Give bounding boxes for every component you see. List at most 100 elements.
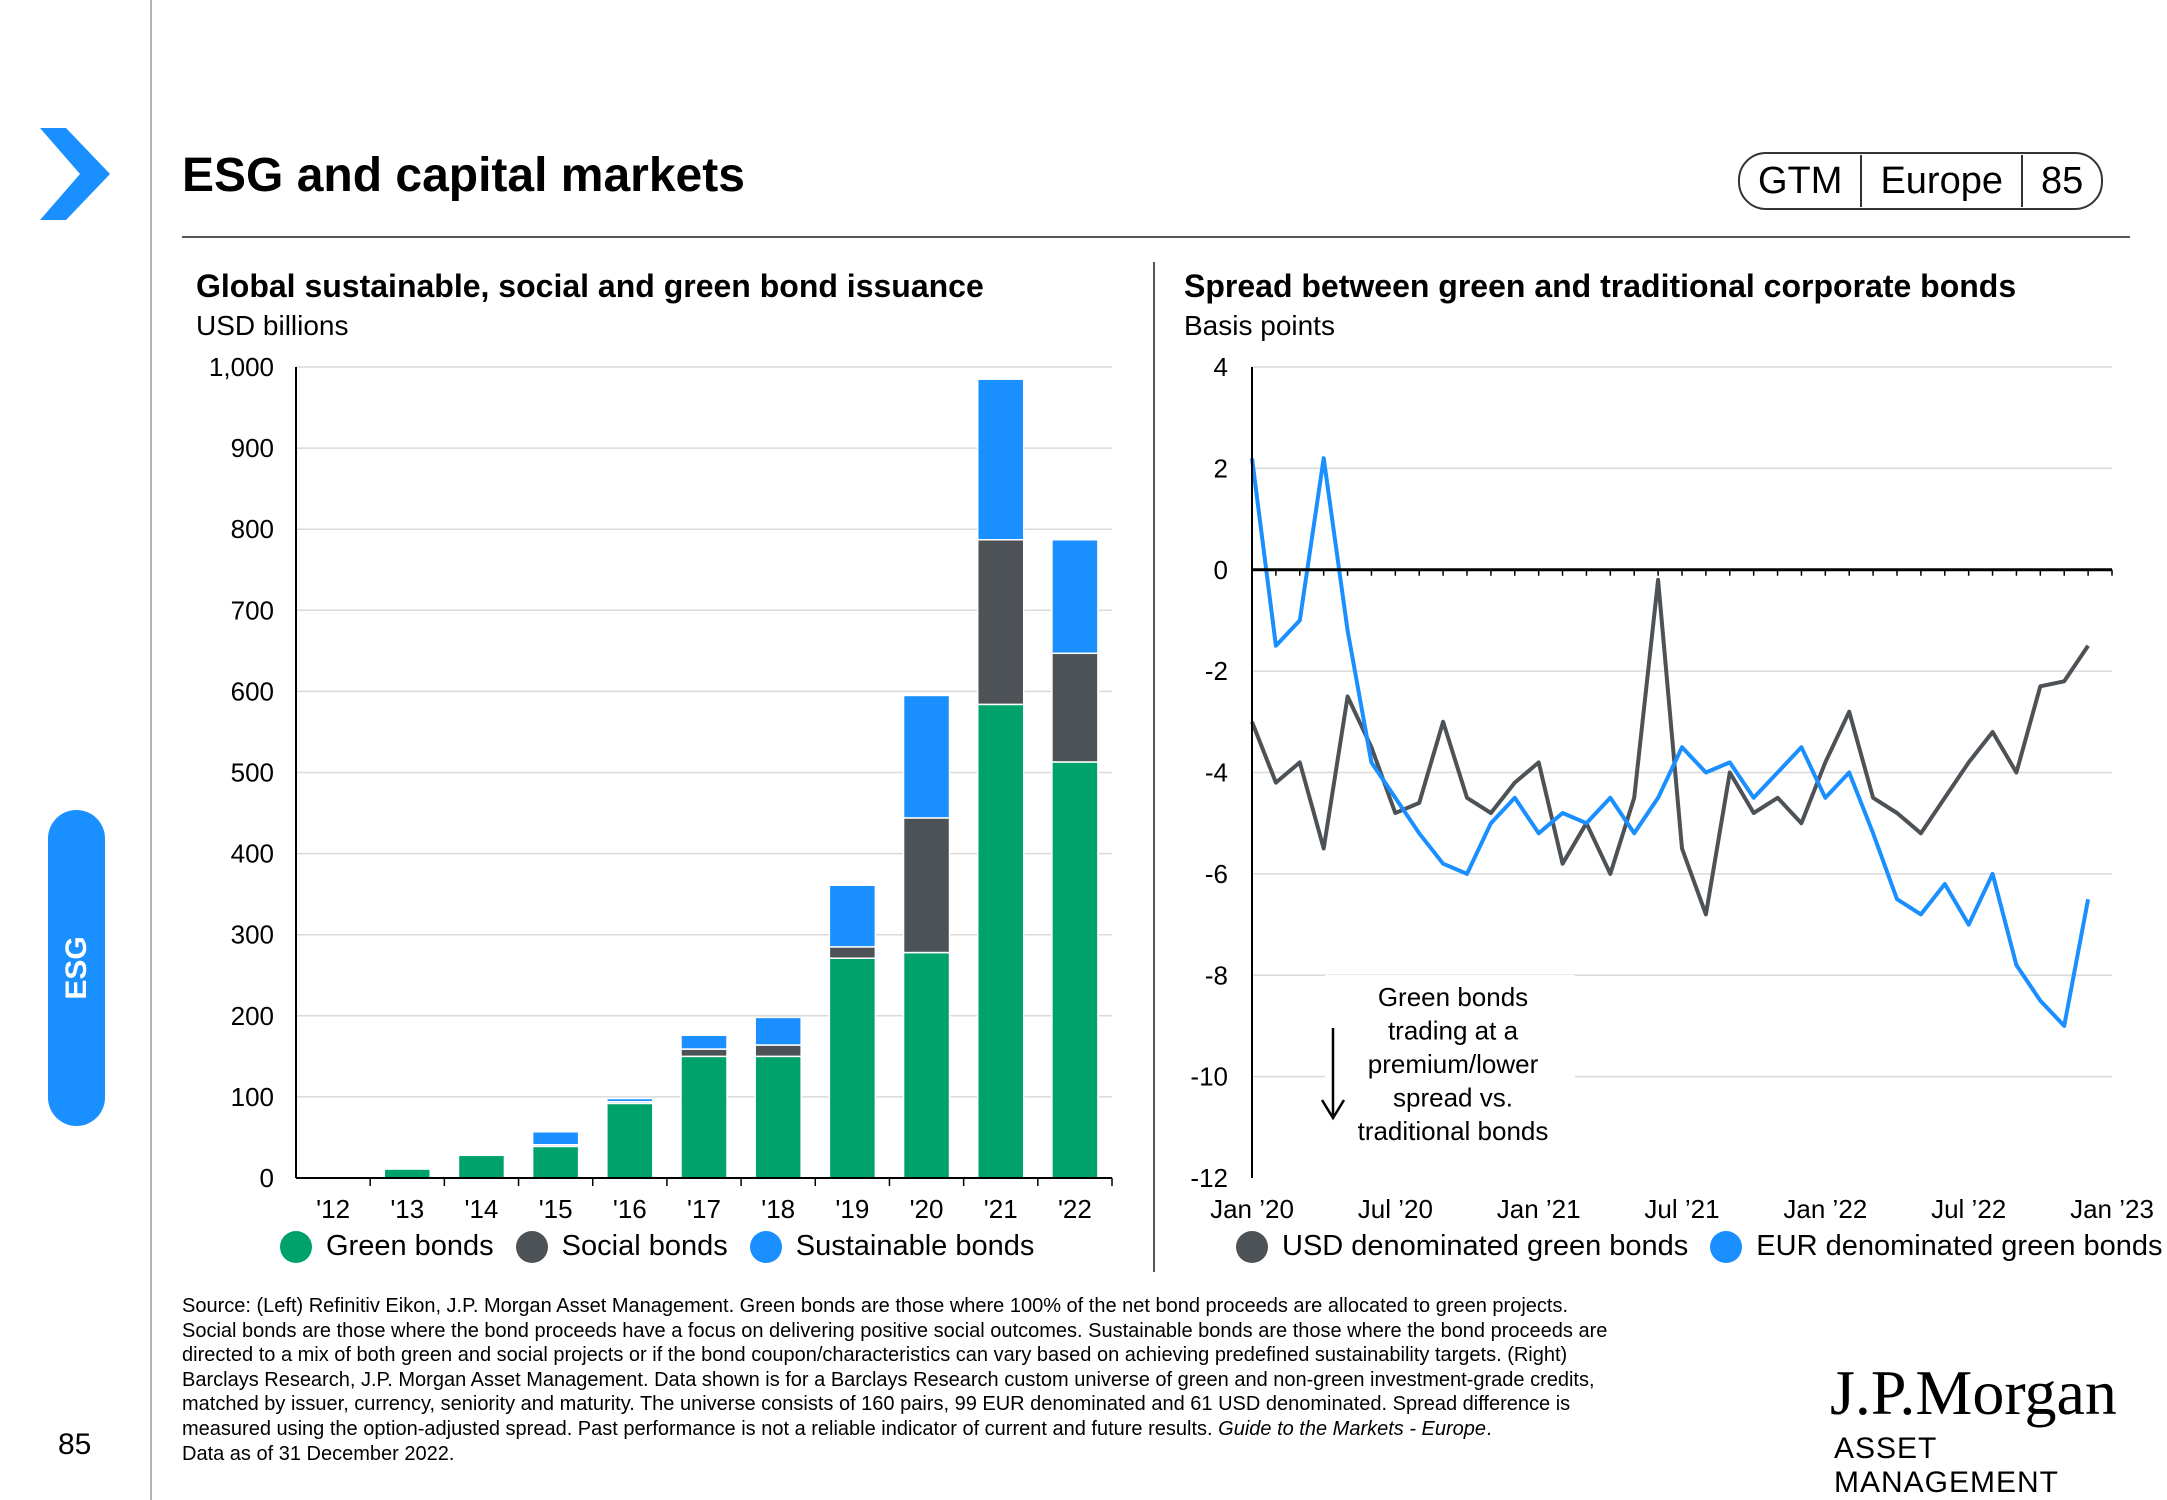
- y-tick-label: -2: [1205, 656, 1228, 686]
- annotation-backdrop: [1325, 975, 1575, 1145]
- y-tick-label: -8: [1205, 960, 1228, 990]
- left-chart-subtitle: USD billions: [196, 310, 349, 341]
- annotation-line: spread vs.: [1393, 1083, 1513, 1113]
- x-tick-label: '21: [984, 1194, 1018, 1224]
- legend-item-usd: USD denominated green bonds: [1236, 1230, 1688, 1263]
- legend-item-social-bonds: Social bonds: [515, 1230, 728, 1263]
- legend-label: Sustainable bonds: [795, 1230, 1035, 1262]
- bar-segment: [531, 1131, 580, 1146]
- annotation-line: traditional bonds: [1358, 1116, 1549, 1146]
- legend-item-sustainable-bonds: Sustainable bonds: [749, 1230, 1035, 1263]
- esg-section-tab[interactable]: ESG: [48, 810, 105, 1126]
- bar-segment: [680, 1034, 728, 1050]
- source-line: Barclays Research, J.P. Morgan Asset Man…: [182, 1368, 1595, 1391]
- x-tick-label: Jan ’22: [1783, 1194, 1867, 1224]
- annotation-line: Green bonds: [1378, 982, 1528, 1012]
- y-tick-label: 600: [231, 676, 274, 706]
- y-tick-label: -6: [1205, 859, 1228, 889]
- bar-segment: [1051, 538, 1099, 655]
- y-tick-label: 700: [231, 595, 274, 625]
- y-tick-label: -12: [1190, 1163, 1228, 1193]
- legend-label: USD denominated green bonds: [1282, 1230, 1689, 1262]
- x-tick-label: Jul ’21: [1644, 1194, 1719, 1224]
- bar-segment: [828, 957, 877, 1179]
- jpmorgan-logo: J.P.Morgan: [1830, 1357, 2117, 1428]
- y-tick-label: -10: [1190, 1062, 1228, 1092]
- y-tick-label: -4: [1205, 758, 1228, 788]
- y-tick-label: 500: [231, 758, 274, 788]
- annotation-line: premium/lower: [1368, 1049, 1539, 1079]
- source-line: Source: (Left) Refinitiv Eikon, J.P. Mor…: [182, 1295, 1568, 1317]
- legend-item-eur: EUR denominated green bonds: [1710, 1230, 2163, 1263]
- bar-segment: [976, 538, 1025, 706]
- right-chart-subtitle: Basis points: [1184, 310, 1335, 341]
- x-tick-label: '15: [539, 1194, 573, 1224]
- guide-badge-page: 85: [2020, 155, 2101, 207]
- x-tick-label: Jan ’21: [1497, 1194, 1581, 1224]
- y-tick-label: 0: [260, 1163, 274, 1193]
- legend-swatch-sustainable: [749, 1230, 782, 1263]
- source-line: Social bonds are those where the bond pr…: [182, 1319, 1608, 1342]
- y-tick-label: 800: [231, 514, 274, 544]
- bar-segment: [754, 1055, 802, 1179]
- series-line: [1250, 577, 2090, 917]
- x-tick-label: Jan ’20: [1210, 1194, 1294, 1224]
- y-tick-label: 1,000: [209, 352, 274, 382]
- x-tick-label: '16: [613, 1194, 647, 1224]
- legend-swatch-eur: [1710, 1230, 1743, 1263]
- bar-segment: [976, 378, 1025, 541]
- bar-segment: [976, 703, 1025, 1179]
- legend-label: EUR denominated green bonds: [1756, 1230, 2163, 1262]
- source-line-last: measured using the option-adjusted sprea…: [182, 1417, 1792, 1442]
- header-divider: [182, 236, 2130, 238]
- bar-segment: [902, 694, 951, 819]
- x-tick-label: '12: [316, 1194, 350, 1224]
- x-tick-label: '22: [1058, 1194, 1092, 1224]
- x-tick-label: Jul ’20: [1358, 1194, 1433, 1224]
- y-tick-label: 0: [1214, 555, 1228, 585]
- right-chart-title: Spread between green and traditional cor…: [1184, 268, 2017, 304]
- y-tick-label: 300: [231, 920, 274, 950]
- legend-swatch-green: [280, 1230, 312, 1263]
- legend-swatch-usd: [1236, 1230, 1268, 1263]
- legend-item-green-bonds: Green bonds: [280, 1230, 494, 1263]
- legend-label: Social bonds: [561, 1230, 728, 1262]
- x-tick-label: '19: [835, 1194, 869, 1224]
- chevron-right-icon: [40, 128, 110, 220]
- left-chart-legend: Green bonds Social bonds Sustainable bon…: [280, 1230, 1056, 1263]
- left-chart-title: Global sustainable, social and green bon…: [196, 268, 984, 304]
- legend-swatch-social: [515, 1230, 548, 1263]
- source-text: measured using the option-adjusted sprea…: [182, 1417, 1219, 1440]
- page-number: 85: [58, 1428, 92, 1461]
- y-tick-label: 200: [231, 1001, 274, 1031]
- y-tick-label: 400: [231, 839, 274, 869]
- x-tick-label: Jan ’23: [2070, 1194, 2154, 1224]
- source-line: directed to a mix of both green and soci…: [182, 1344, 1568, 1367]
- guide-badge-gtm: GTM: [1758, 160, 1843, 202]
- x-tick-label: Jul ’22: [1931, 1194, 2006, 1224]
- source-line: matched by issuer, currency, seniority a…: [182, 1393, 1571, 1416]
- data-as-of: Data as of 31 December 2022.: [182, 1442, 455, 1465]
- y-tick-label: 2: [1214, 453, 1228, 483]
- bar-segment: [828, 884, 877, 948]
- left-margin-rule: [150, 0, 152, 1500]
- bar-segment: [754, 1016, 802, 1046]
- guide-badge-region: Europe: [1860, 155, 2021, 207]
- bar-segment: [606, 1097, 654, 1103]
- legend-label: Green bonds: [326, 1230, 494, 1262]
- source-guide-title: Guide to the Markets - Europe: [1218, 1417, 1487, 1440]
- y-tick-label: 900: [231, 433, 274, 463]
- x-tick-label: '17: [687, 1194, 721, 1224]
- series-line: [1250, 456, 2091, 1028]
- x-tick-label: '13: [390, 1194, 424, 1224]
- source-text: .: [1486, 1417, 1492, 1440]
- guide-badge: GTM Europe 85: [1738, 152, 2104, 210]
- right-chart-legend: USD denominated green bonds EUR denomina…: [1236, 1230, 2167, 1263]
- x-tick-label: '20: [910, 1194, 944, 1224]
- x-tick-label: '18: [761, 1194, 795, 1224]
- source-footnote: Source: (Left) Refinitiv Eikon, J.P. Mor…: [182, 1294, 1792, 1466]
- y-tick-label: 4: [1214, 352, 1228, 382]
